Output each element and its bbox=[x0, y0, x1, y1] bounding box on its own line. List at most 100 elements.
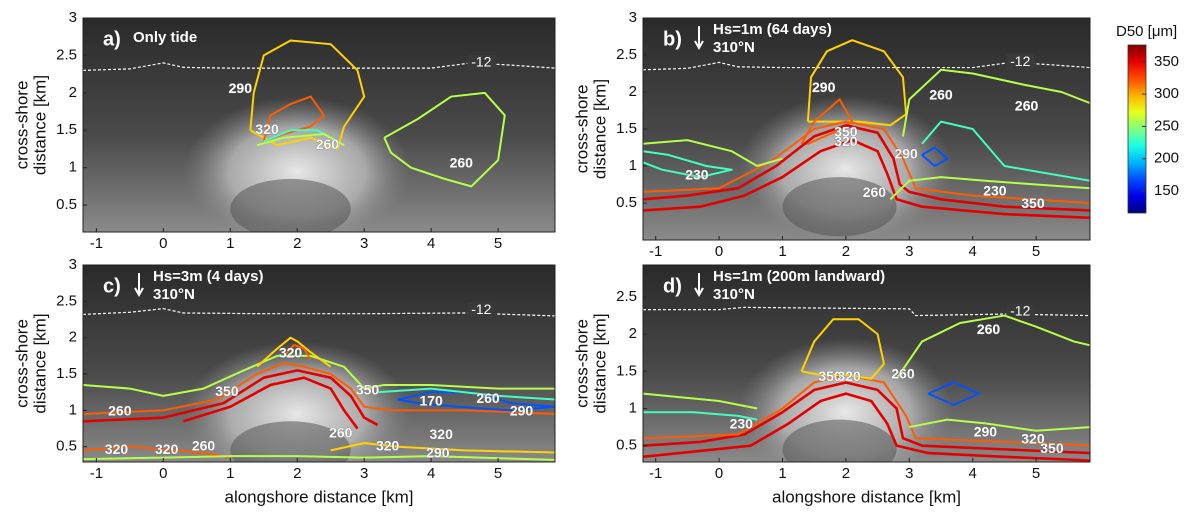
x-tick-label: 5 bbox=[494, 235, 502, 252]
contour-label: 350 bbox=[1021, 195, 1045, 211]
x-tick-label: 5 bbox=[494, 465, 502, 482]
contour-line bbox=[83, 455, 555, 461]
contour-label: 260 bbox=[977, 321, 1001, 337]
x-tick-label: 2 bbox=[293, 465, 301, 482]
contour-line bbox=[800, 98, 854, 145]
isobath-label: -12 bbox=[1010, 53, 1030, 69]
y-tick-label: 0.5 bbox=[616, 437, 637, 454]
contour-line bbox=[921, 146, 949, 167]
panel-label: c) bbox=[103, 275, 121, 297]
channel-shadow bbox=[230, 178, 351, 232]
x-tick-label: 4 bbox=[969, 465, 977, 482]
contour-line bbox=[643, 139, 783, 167]
contour-label: 290 bbox=[812, 79, 836, 95]
y-axis-label: distance [km] bbox=[590, 79, 609, 179]
contour-line bbox=[397, 391, 555, 412]
x-tick-label: 2 bbox=[293, 235, 301, 252]
y-axis-label: distance [km] bbox=[30, 313, 49, 413]
y-tick-label: 2 bbox=[629, 83, 637, 100]
panel-title: Hs=3m (4 days) bbox=[153, 268, 263, 285]
x-tick-label: 1 bbox=[778, 465, 786, 482]
contour-label: 320 bbox=[155, 441, 179, 457]
contour-label: 260 bbox=[450, 155, 474, 171]
contour-label: 260 bbox=[329, 424, 353, 440]
y-tick-label: 1.5 bbox=[616, 120, 637, 137]
isobath-label-bg bbox=[1006, 303, 1035, 320]
contour-line bbox=[256, 132, 345, 147]
y-tick-label: 1.5 bbox=[616, 362, 637, 379]
isobath-label: -12 bbox=[471, 301, 491, 317]
contour-line bbox=[643, 124, 1090, 212]
channel-shadow bbox=[782, 419, 897, 462]
contour-label: 350 bbox=[356, 381, 380, 397]
contour-line bbox=[643, 138, 1090, 220]
contour-label: 350 bbox=[818, 368, 842, 384]
plot-frame bbox=[642, 264, 1091, 463]
colorbar-tick-label: 300 bbox=[1154, 85, 1179, 102]
y-axis-label: cross-shore bbox=[12, 319, 31, 408]
contour-line bbox=[249, 39, 366, 150]
contour-label: 260 bbox=[1015, 98, 1039, 114]
panel-title: Hs=1m (200m landward) bbox=[713, 268, 885, 285]
y-tick-label: 3 bbox=[69, 9, 77, 26]
panel-subtitle: 310°N bbox=[713, 39, 755, 56]
x-tick-label: 1 bbox=[226, 465, 234, 482]
contour-line bbox=[183, 376, 359, 430]
x-tick-label: 2 bbox=[842, 465, 850, 482]
x-tick-label: 0 bbox=[159, 465, 167, 482]
x-tick-label: 3 bbox=[360, 465, 368, 482]
y-tick-label: 3 bbox=[69, 256, 77, 273]
x-tick-label: 3 bbox=[360, 235, 368, 252]
contour-line bbox=[377, 387, 555, 401]
contour-label: 230 bbox=[730, 416, 754, 432]
wave-arrow bbox=[694, 26, 704, 51]
y-tick-label: 2 bbox=[69, 84, 77, 101]
panel-subtitle: 310°N bbox=[153, 286, 195, 303]
contour-line bbox=[909, 418, 1090, 432]
isobath-label-bg bbox=[467, 302, 496, 319]
x-tick-label: -1 bbox=[649, 465, 662, 482]
contour-label: 320 bbox=[834, 133, 858, 149]
panel: -12 320 350 350 170 260 320 320 260 260 320 320 290 2… bbox=[83, 265, 555, 462]
contour-line bbox=[262, 95, 326, 143]
panel-label: a) bbox=[103, 28, 121, 50]
contour-line bbox=[330, 442, 555, 454]
y-tick-label: 1.5 bbox=[56, 121, 77, 138]
panel-title: Hs=1m (64 days) bbox=[713, 21, 832, 38]
contour-label: 170 bbox=[419, 392, 443, 408]
contour-line bbox=[643, 411, 758, 421]
shoal-highlight bbox=[738, 337, 954, 462]
contour-label: 260 bbox=[316, 136, 340, 152]
contour-label: 320 bbox=[430, 426, 454, 442]
y-tick-label: 2 bbox=[629, 325, 637, 342]
contour-label: 320 bbox=[105, 441, 129, 457]
contour-label: 290 bbox=[426, 445, 450, 461]
y-tick-label: 1 bbox=[69, 159, 77, 176]
x-tick-label: 4 bbox=[427, 235, 435, 252]
x-axis-label: alongshore distance [km] bbox=[225, 487, 414, 506]
x-tick-label: 0 bbox=[159, 235, 167, 252]
contour-line bbox=[643, 381, 1090, 455]
contour-line bbox=[83, 354, 555, 397]
contour-line bbox=[83, 369, 379, 427]
contour-label: 260 bbox=[108, 403, 132, 419]
y-tick-label: 1 bbox=[629, 399, 637, 416]
x-tick-label: -1 bbox=[90, 235, 103, 252]
contour-line bbox=[283, 343, 312, 361]
contour-label: 320 bbox=[279, 344, 303, 360]
y-axis-label: cross-shore bbox=[572, 85, 591, 174]
y-tick-label: 2.5 bbox=[616, 46, 637, 63]
x-tick-label: -1 bbox=[649, 243, 662, 260]
plot-frame bbox=[82, 264, 556, 463]
contour-label: 350 bbox=[834, 123, 858, 139]
colorbar-tick-label: 200 bbox=[1154, 150, 1179, 167]
panel: -12 290 320 260 260 bbox=[83, 18, 555, 232]
y-tick-label: 1 bbox=[629, 157, 637, 174]
contour-label: 260 bbox=[192, 437, 216, 453]
contour-line bbox=[895, 314, 1090, 380]
contour-line bbox=[643, 120, 1090, 204]
contour-line bbox=[901, 68, 1090, 137]
wave-arrow bbox=[694, 273, 704, 298]
colorbar-label: D50 [μm] bbox=[1116, 23, 1177, 40]
